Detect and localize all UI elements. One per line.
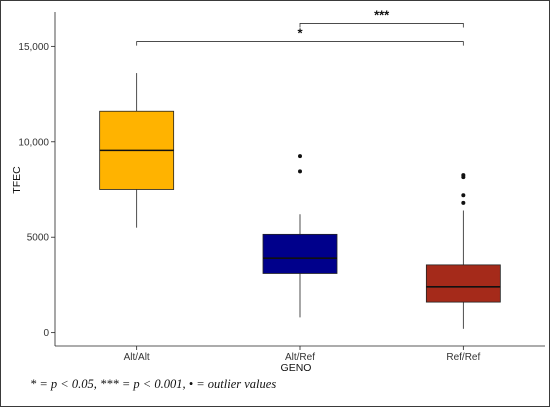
x-tick-label: Alt/Ref xyxy=(285,352,315,363)
x-tick-label: Ref/Ref xyxy=(446,352,480,363)
significance-label: *** xyxy=(374,7,390,22)
y-axis-title: TFEC xyxy=(11,166,23,194)
outlier-point xyxy=(298,154,302,159)
y-ticks: 0 5000 10,000 15,000 xyxy=(18,42,55,339)
significance-brackets: **** xyxy=(136,7,464,46)
outlier-point xyxy=(461,200,466,205)
x-axis-title: GENO xyxy=(281,362,312,374)
boxes xyxy=(99,73,501,329)
significance-bracket xyxy=(299,23,464,28)
box-body xyxy=(262,233,338,274)
box-body xyxy=(425,264,501,303)
y-tick-label: 0 xyxy=(43,328,49,339)
x-tick-label: Alt/Alt xyxy=(124,352,150,363)
outlier-point xyxy=(461,193,466,198)
box-alt-alt xyxy=(99,73,175,228)
x-ticks: Alt/Alt Alt/Ref Ref/Ref xyxy=(124,346,481,363)
outlier-point xyxy=(298,169,302,174)
box-alt-ref xyxy=(262,154,338,318)
significance-bracket xyxy=(136,41,464,46)
outlier-point xyxy=(461,173,466,178)
y-tick-label: 15,000 xyxy=(18,42,49,53)
footnote: * = p < 0.05, *** = p < 0.001, • = outli… xyxy=(30,377,277,391)
y-tick-label: 5000 xyxy=(27,233,50,244)
significance-label: * xyxy=(297,26,303,41)
y-tick-label: 10,000 xyxy=(18,137,49,148)
box-ref-ref xyxy=(425,173,501,329)
